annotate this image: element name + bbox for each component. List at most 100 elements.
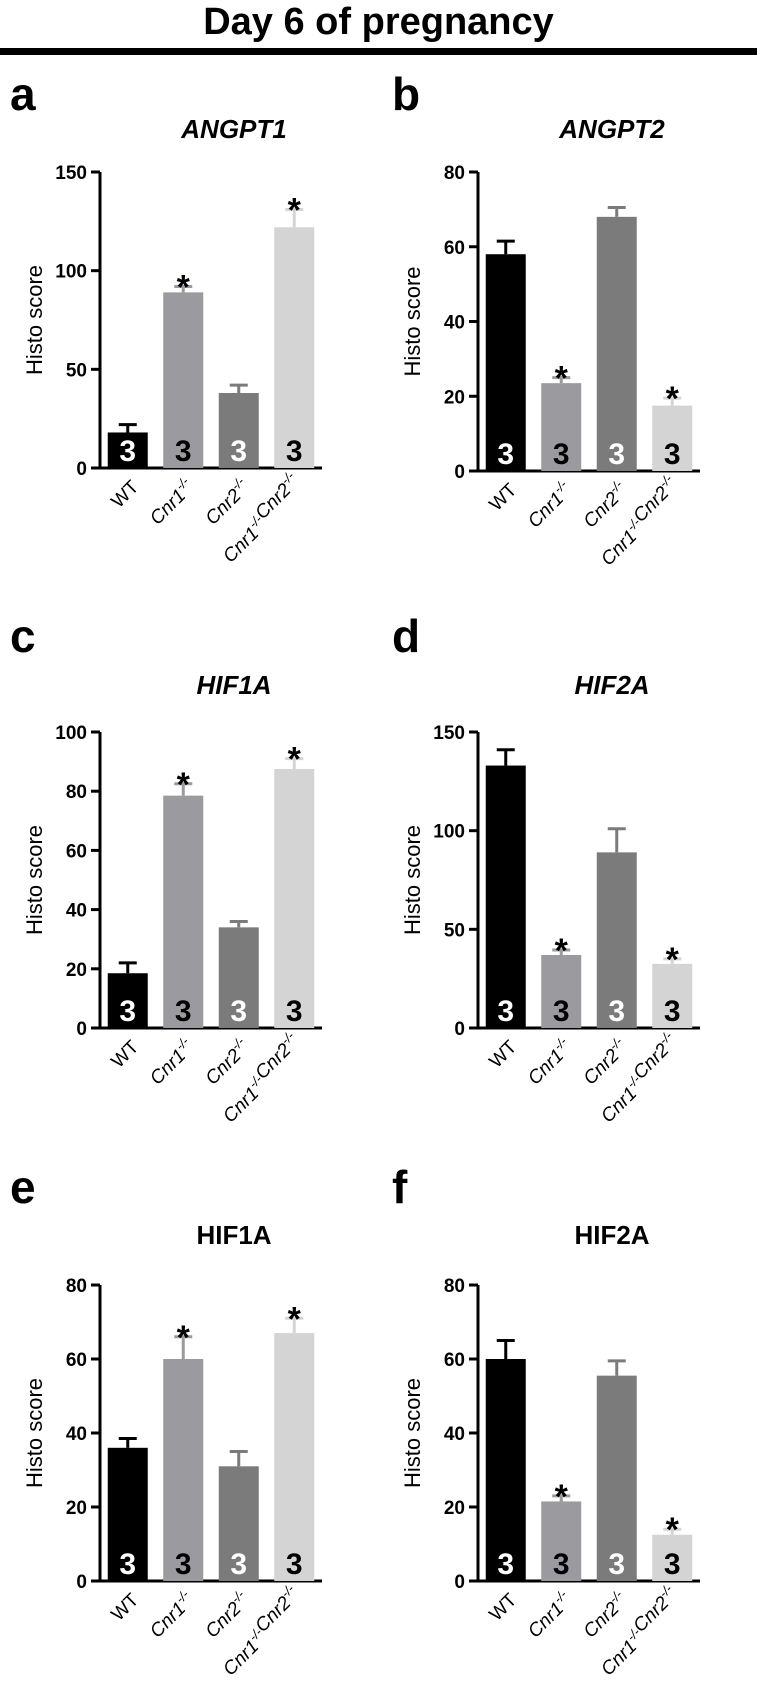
bar-n-label: 3 bbox=[230, 995, 247, 1028]
significance-star: * bbox=[288, 741, 302, 779]
x-category-label: Cnr1-/- bbox=[143, 1033, 199, 1089]
y-tick-label: 20 bbox=[444, 1498, 465, 1519]
y-tick-label: 40 bbox=[66, 901, 87, 922]
y-tick-label: 80 bbox=[444, 1276, 465, 1297]
significance-star: * bbox=[555, 932, 569, 970]
bar bbox=[218, 1466, 259, 1581]
x-category-label: WT bbox=[108, 1036, 144, 1072]
bar-n-label: 3 bbox=[497, 438, 514, 471]
y-tick-label: 0 bbox=[454, 1572, 465, 1593]
bar bbox=[274, 227, 315, 468]
y-axis-label: Histo score bbox=[22, 265, 47, 375]
y-axis-label: Histo score bbox=[400, 1378, 425, 1488]
y-axis-label: Histo score bbox=[400, 825, 425, 935]
bar-n-label: 3 bbox=[230, 1548, 247, 1581]
bar bbox=[163, 292, 204, 468]
y-tick-label: 100 bbox=[55, 723, 87, 744]
title-divider bbox=[0, 48, 757, 55]
bar-n-label: 3 bbox=[286, 1548, 303, 1581]
bar-n-label: 3 bbox=[119, 435, 136, 468]
y-tick-label: 20 bbox=[66, 1498, 87, 1519]
y-tick-label: 50 bbox=[444, 920, 465, 941]
significance-star: * bbox=[177, 1319, 191, 1357]
y-tick-label: 0 bbox=[454, 462, 465, 483]
y-tick-label: 0 bbox=[76, 459, 87, 480]
x-category-label: Cnr1-/- bbox=[521, 1033, 577, 1089]
y-tick-label: 0 bbox=[454, 1019, 465, 1040]
figure-title: Day 6 of pregnancy bbox=[203, 1, 554, 43]
bar bbox=[541, 1501, 582, 1581]
panel-letter: f bbox=[392, 1161, 408, 1213]
significance-star: * bbox=[288, 191, 302, 229]
significance-star: * bbox=[666, 941, 680, 979]
bar-n-label: 3 bbox=[175, 1548, 192, 1581]
y-tick-label: 80 bbox=[66, 782, 87, 803]
significance-star: * bbox=[666, 380, 680, 418]
y-tick-label: 50 bbox=[66, 360, 87, 381]
bar bbox=[485, 765, 526, 1028]
panel-letter: e bbox=[10, 1161, 36, 1213]
panel-letter: d bbox=[392, 610, 420, 662]
y-tick-label: 40 bbox=[444, 1424, 465, 1445]
bar-n-label: 3 bbox=[664, 995, 681, 1028]
chart-title: ANGPT2 bbox=[558, 114, 665, 144]
bar bbox=[541, 383, 582, 471]
bar bbox=[107, 973, 148, 1028]
bar bbox=[107, 432, 148, 468]
bar-n-label: 3 bbox=[119, 1548, 136, 1581]
bar-n-label: 3 bbox=[664, 1548, 681, 1581]
bar bbox=[652, 963, 693, 1028]
significance-star: * bbox=[177, 268, 191, 306]
y-tick-label: 60 bbox=[444, 238, 465, 259]
x-category-label: WT bbox=[486, 479, 522, 515]
y-tick-label: 100 bbox=[433, 822, 465, 843]
bar bbox=[163, 1359, 204, 1581]
bar bbox=[596, 1375, 637, 1581]
chart-title: ANGPT1 bbox=[180, 114, 286, 144]
bar bbox=[218, 393, 259, 468]
y-tick-label: 60 bbox=[444, 1350, 465, 1371]
y-tick-label: 20 bbox=[444, 387, 465, 408]
bar bbox=[163, 795, 204, 1028]
y-tick-label: 40 bbox=[66, 1424, 87, 1445]
bar bbox=[218, 927, 259, 1028]
category-label-part: WT bbox=[108, 1589, 144, 1625]
y-axis-label: Histo score bbox=[22, 825, 47, 935]
bar-n-label: 3 bbox=[553, 1548, 570, 1581]
significance-star: * bbox=[555, 1478, 569, 1516]
y-tick-label: 0 bbox=[76, 1572, 87, 1593]
bar bbox=[274, 769, 315, 1028]
y-axis-label: Histo score bbox=[22, 1378, 47, 1488]
chart-title: HIF2A bbox=[574, 670, 649, 700]
bar-n-label: 3 bbox=[286, 995, 303, 1028]
y-tick-label: 20 bbox=[66, 960, 87, 981]
x-category-label: WT bbox=[108, 1589, 144, 1625]
bar bbox=[652, 1534, 693, 1581]
y-tick-label: 80 bbox=[444, 163, 465, 184]
y-tick-label: 150 bbox=[55, 163, 87, 184]
y-tick-label: 0 bbox=[76, 1019, 87, 1040]
bar bbox=[485, 1359, 526, 1581]
category-label-part: WT bbox=[486, 1589, 522, 1625]
category-label-part: WT bbox=[108, 476, 144, 512]
y-axis-label: Histo score bbox=[400, 266, 425, 376]
x-category-label: WT bbox=[486, 1036, 522, 1072]
chart-title: HIF1A bbox=[196, 1220, 271, 1250]
bar bbox=[107, 1447, 148, 1581]
significance-star: * bbox=[288, 1300, 302, 1338]
bar-n-label: 3 bbox=[119, 995, 136, 1028]
bar-n-label: 3 bbox=[664, 438, 681, 471]
x-category-label: WT bbox=[108, 476, 144, 512]
bar-n-label: 3 bbox=[230, 435, 247, 468]
bar bbox=[541, 954, 582, 1028]
bar-n-label: 3 bbox=[608, 995, 625, 1028]
panel-letter: c bbox=[10, 610, 36, 662]
y-tick-label: 80 bbox=[66, 1276, 87, 1297]
bar-n-label: 3 bbox=[497, 995, 514, 1028]
x-category-label: Cnr1-/- bbox=[143, 1586, 199, 1642]
y-tick-label: 100 bbox=[55, 262, 87, 283]
